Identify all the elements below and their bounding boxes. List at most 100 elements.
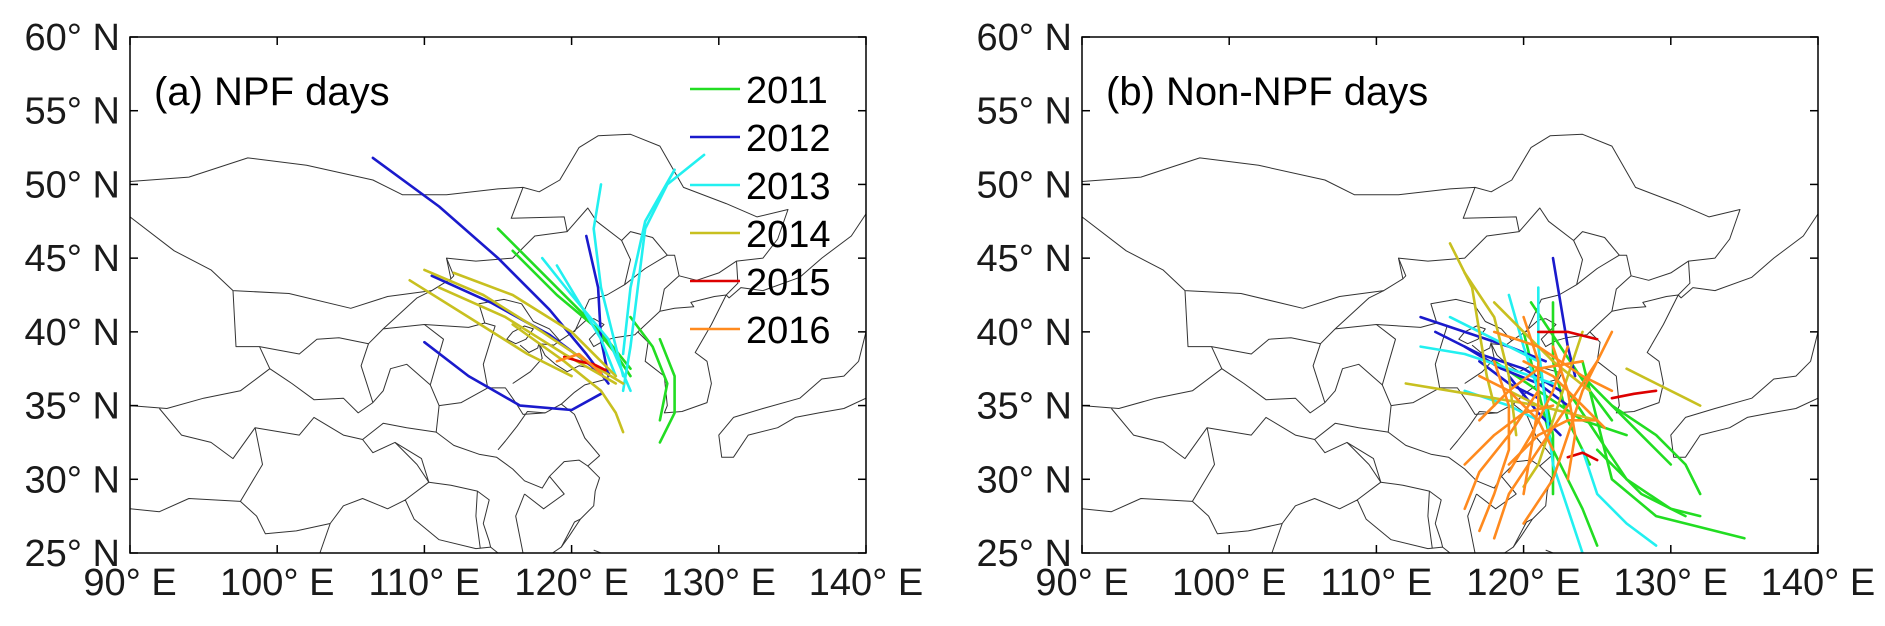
boundary-line bbox=[130, 133, 789, 296]
map-frame bbox=[1081, 36, 1819, 554]
trajectory-2012 bbox=[585, 234, 610, 378]
boundary-line bbox=[1467, 493, 1477, 553]
boundary-line bbox=[621, 231, 668, 286]
x-tick-label: 100° E bbox=[1172, 562, 1287, 604]
boundary-line bbox=[1619, 254, 1632, 276]
boundary-line bbox=[506, 325, 534, 345]
boundary-line bbox=[1082, 498, 1451, 553]
trajectories bbox=[371, 153, 706, 444]
trajectory-2016 bbox=[1492, 360, 1599, 540]
x-tick-label: 90° E bbox=[83, 562, 176, 604]
boundary-line bbox=[725, 213, 866, 299]
boundary-line bbox=[1471, 342, 1492, 353]
trajectory-2013 bbox=[1448, 315, 1540, 363]
x-tick-label: 130° E bbox=[662, 562, 777, 604]
boundary-line bbox=[159, 408, 256, 460]
trajectory-2016 bbox=[1522, 360, 1606, 429]
boundary-line bbox=[1334, 290, 1385, 330]
trajectory-2013 bbox=[621, 153, 706, 393]
trajectory-2014 bbox=[452, 271, 618, 378]
x-tick-label: 130° E bbox=[1614, 562, 1729, 604]
boundary-line bbox=[1677, 213, 1818, 299]
map-frame-background bbox=[130, 37, 866, 553]
boundary-line bbox=[1312, 343, 1326, 403]
trajectory-2011 bbox=[1581, 374, 1673, 466]
trajectory-2011 bbox=[1595, 448, 1687, 518]
trajectory-2011 bbox=[658, 337, 676, 444]
trajectory-2013 bbox=[1507, 293, 1540, 393]
trajectory-2014 bbox=[1507, 389, 1599, 422]
legend-label: 2012 bbox=[746, 118, 831, 160]
y-tick-label: 25° N bbox=[25, 533, 120, 575]
trajectory-2011 bbox=[1610, 404, 1702, 496]
boundary-line bbox=[446, 257, 455, 280]
x-tick-label: 120° E bbox=[514, 562, 629, 604]
basemap bbox=[130, 133, 866, 553]
boundary-line bbox=[1082, 133, 1741, 296]
trajectory-2012 bbox=[371, 156, 610, 385]
y-tick-label: 25° N bbox=[977, 533, 1072, 575]
x-tick-label: 110° E bbox=[1321, 562, 1433, 604]
trajectory-2011 bbox=[1581, 360, 1746, 540]
boundary-line bbox=[1346, 442, 1382, 483]
panel-title: (a) NPF days bbox=[154, 70, 390, 114]
boundary-line bbox=[718, 331, 866, 458]
y-tick-label: 60° N bbox=[977, 17, 1072, 59]
boundary-line bbox=[515, 493, 525, 553]
trajectory-2016 bbox=[1478, 360, 1511, 533]
map-frame bbox=[129, 36, 867, 554]
trajectory-2013 bbox=[592, 183, 625, 378]
boundary-line bbox=[1111, 408, 1208, 460]
trajectory-2013 bbox=[555, 264, 618, 378]
boundary-line bbox=[1458, 325, 1486, 345]
panel-non-npf-days: 90° E 100° E 110° E 120° E 130° E 140° E 60° N… bbox=[977, 17, 1876, 604]
x-tick-label: 120° E bbox=[1466, 562, 1581, 604]
boundary-line bbox=[512, 343, 543, 384]
boundary-line bbox=[1398, 257, 1407, 280]
boundary-line bbox=[487, 387, 562, 415]
boundary-line bbox=[1380, 481, 1444, 548]
y-tick-label: 30° N bbox=[25, 459, 120, 501]
boundary-line bbox=[259, 346, 431, 414]
boundary-line bbox=[1611, 260, 1689, 312]
y-tick-label: 40° N bbox=[25, 312, 120, 354]
trajectory-2014 bbox=[1404, 382, 1540, 407]
trajectory-2014 bbox=[1522, 330, 1584, 488]
boundary-line bbox=[1314, 298, 1513, 440]
x-tick-label: 140° E bbox=[809, 562, 924, 604]
boundary-line bbox=[1376, 322, 1437, 328]
boundary-line bbox=[667, 254, 680, 276]
boundary-line bbox=[1464, 343, 1495, 384]
panel-npf-days: 90° E 100° E 110° E 120° E 130° E 140° E 60° N… bbox=[25, 17, 924, 604]
legend-label: 2014 bbox=[746, 214, 831, 256]
boundary-line bbox=[435, 431, 589, 489]
x-tick-label: 110° E bbox=[369, 562, 481, 604]
boundary-line bbox=[475, 491, 481, 549]
y-tick-label: 45° N bbox=[25, 238, 120, 280]
trajectory-2015 bbox=[1537, 330, 1599, 341]
trajectory-2016 bbox=[1463, 389, 1540, 511]
boundary-line bbox=[394, 442, 430, 483]
legend: 2011 2012 2013 2014 2015 2016 bbox=[690, 70, 831, 352]
trajectory-2013 bbox=[621, 168, 676, 356]
boundary-line bbox=[360, 343, 374, 403]
boundary-line bbox=[1271, 523, 1283, 553]
y-tick-label: 60° N bbox=[25, 17, 120, 59]
x-tick-label: 90° E bbox=[1035, 562, 1128, 604]
trajectory-2011 bbox=[629, 315, 669, 422]
x-tick-label: 140° E bbox=[1761, 562, 1876, 604]
trajectory-2016 bbox=[1507, 419, 1599, 466]
trajectory-2016 bbox=[555, 352, 603, 375]
trajectories bbox=[1404, 242, 1746, 553]
boundary-line bbox=[1427, 491, 1433, 549]
boundary-line bbox=[659, 260, 737, 312]
boundary-line bbox=[566, 207, 631, 333]
boundary-line bbox=[239, 416, 430, 502]
trajectory-2015 bbox=[1610, 389, 1658, 400]
boundary-line bbox=[519, 342, 540, 353]
trajectory-2013 bbox=[540, 256, 632, 393]
boundary-line bbox=[1573, 231, 1620, 286]
trajectory-2013 bbox=[1419, 345, 1555, 385]
trajectory-2014 bbox=[437, 286, 618, 385]
